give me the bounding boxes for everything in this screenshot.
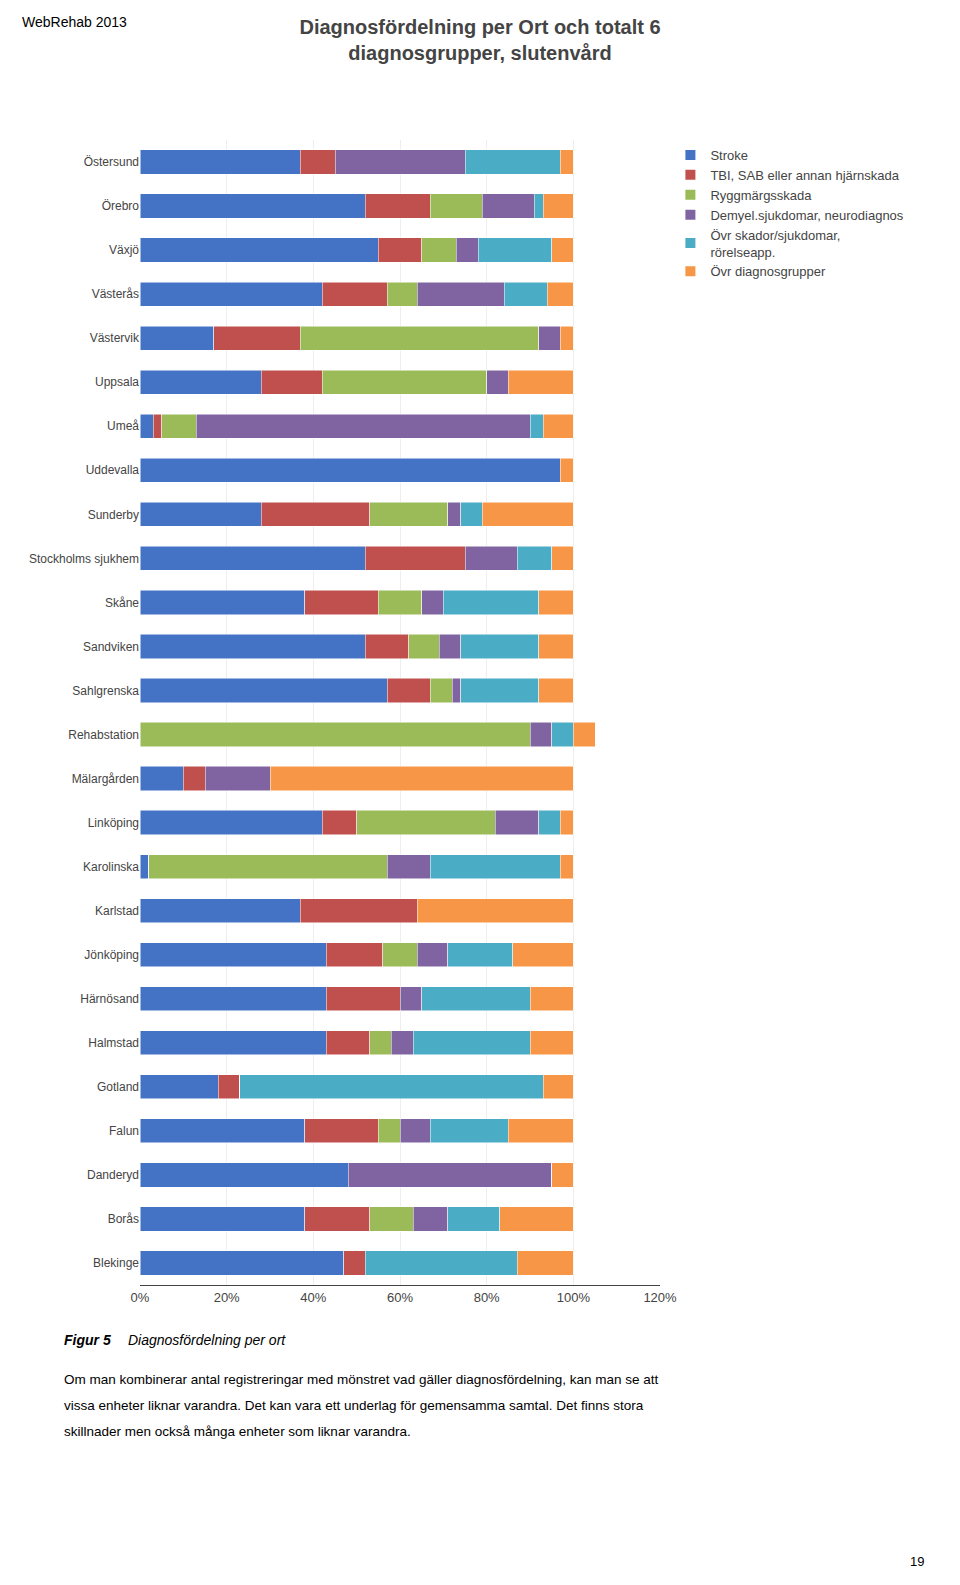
svg-text:19: 19: [910, 1554, 924, 1569]
svg-text:20%: 20%: [214, 1290, 240, 1305]
svg-text:Övr skador/sjukdomar,rörelseap: Övr skador/sjukdomar,rörelseapp.: [710, 228, 840, 260]
svg-text:Skåne: Skåne: [105, 596, 139, 610]
svg-text:Umeå: Umeå: [107, 419, 139, 433]
svg-text:Ryggmärgsskada: Ryggmärgsskada: [710, 188, 812, 203]
svg-text:Sunderby: Sunderby: [88, 508, 139, 522]
svg-text:Härnösand: Härnösand: [80, 992, 139, 1006]
svg-text:vissa enheter liknar varandra.: vissa enheter liknar varandra. Det kan v…: [64, 1398, 644, 1413]
svg-text:Figur 5: Figur 5: [64, 1332, 115, 1348]
svg-text:Uddevalla: Uddevalla: [86, 463, 140, 477]
svg-text:Jönköping: Jönköping: [84, 948, 139, 962]
svg-text:Falun: Falun: [109, 1124, 139, 1138]
svg-text:Sahlgrenska: Sahlgrenska: [72, 684, 139, 698]
svg-text:TBI, SAB eller annan hjärnskad: TBI, SAB eller annan hjärnskada: [710, 168, 899, 183]
svg-text:WebRehab 2013: WebRehab 2013: [22, 14, 127, 30]
svg-text:Uppsala: Uppsala: [95, 375, 139, 389]
svg-text:Demyel.sjukdomar, neurodiagnos: Demyel.sjukdomar, neurodiagnos: [710, 208, 903, 223]
svg-text:Borås: Borås: [108, 1212, 139, 1226]
svg-text:Halmstad: Halmstad: [88, 1036, 139, 1050]
svg-text:Diagnosfördelning per ort: Diagnosfördelning per ort: [128, 1332, 286, 1348]
svg-text:80%: 80%: [474, 1290, 500, 1305]
svg-text:Stockholms sjukhem: Stockholms sjukhem: [29, 552, 139, 566]
svg-text:Mälargården: Mälargården: [72, 772, 139, 786]
svg-text:Linköping: Linköping: [88, 816, 139, 830]
svg-text:Västervik: Västervik: [90, 331, 140, 345]
svg-text:Om man kombinerar antal regist: Om man kombinerar antal registreringar m…: [64, 1372, 659, 1387]
svg-text:Stroke: Stroke: [710, 148, 748, 163]
svg-text:Sandviken: Sandviken: [83, 640, 139, 654]
svg-text:40%: 40%: [300, 1290, 326, 1305]
svg-text:Västerås: Västerås: [92, 287, 139, 301]
svg-text:0%: 0%: [131, 1290, 150, 1305]
svg-text:Gotland: Gotland: [97, 1080, 139, 1094]
svg-text:Karolinska: Karolinska: [83, 860, 139, 874]
svg-text:Växjö: Växjö: [109, 243, 139, 257]
svg-text:Östersund: Östersund: [84, 155, 139, 169]
svg-text:Rehabstation: Rehabstation: [68, 728, 139, 742]
svg-text:60%: 60%: [387, 1290, 413, 1305]
svg-text:Blekinge: Blekinge: [93, 1256, 139, 1270]
svg-text:skillnader men också många enh: skillnader men också många enheter som l…: [64, 1424, 411, 1439]
svg-text:Örebro: Örebro: [102, 199, 140, 213]
svg-text:Övr diagnosgrupper: Övr diagnosgrupper: [710, 264, 826, 279]
svg-text:Karlstad: Karlstad: [95, 904, 139, 918]
svg-text:Danderyd: Danderyd: [87, 1168, 139, 1182]
svg-text:Diagnosfördelning per Ort och: Diagnosfördelning per Ort och totalt 6di…: [299, 16, 660, 64]
svg-text:100%: 100%: [557, 1290, 591, 1305]
svg-text:120%: 120%: [643, 1290, 677, 1305]
